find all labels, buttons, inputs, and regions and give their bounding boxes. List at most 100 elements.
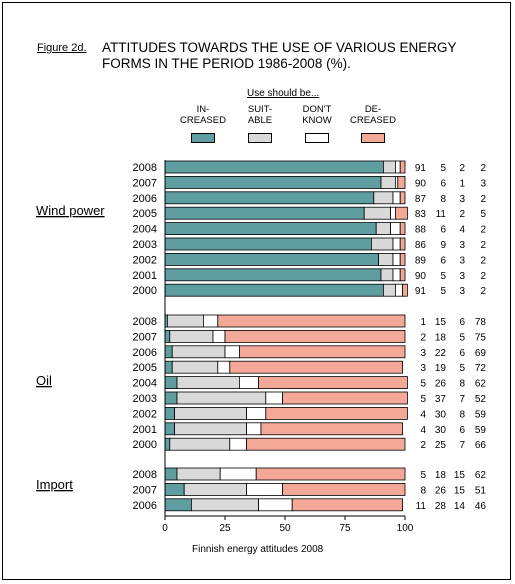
x-tick-label: 100 [397, 523, 414, 534]
bar-segment-dont-know [392, 191, 401, 205]
value-label: 6 [459, 425, 465, 436]
value-label: 30 [435, 409, 447, 420]
value-label: 8 [440, 194, 446, 205]
value-label: 91 [415, 286, 427, 297]
year-label: 2002 [133, 408, 157, 420]
bar-segment-suitable [382, 160, 396, 174]
year-label: 2003 [133, 393, 157, 405]
legend-title: Use should be... [247, 88, 320, 99]
group-label-wind-power: Wind power [36, 203, 105, 218]
value-label: 51 [475, 485, 487, 496]
value-label: 3 [459, 255, 465, 266]
bar-segment-dont-know [246, 482, 284, 496]
bar-segment-dont-know [394, 283, 403, 297]
value-label: 3 [480, 178, 486, 189]
legend-swatch-increased [191, 133, 215, 143]
bar-segment-increased [164, 283, 384, 297]
value-label: 87 [415, 194, 427, 205]
bar-segment-increased [164, 237, 372, 251]
bar-segment-increased [164, 222, 377, 236]
year-label: 2007 [133, 331, 157, 343]
bar-segment-decreased [399, 191, 406, 205]
value-label: 2 [459, 163, 465, 174]
bar-segment-increased [164, 175, 382, 189]
value-label: 90 [415, 178, 427, 189]
group-label-import: Import [36, 477, 73, 492]
bar-segment-dont-know [258, 498, 293, 512]
bar-segment-increased [164, 329, 171, 343]
value-label: 5 [440, 286, 446, 297]
legend-label-increased: IN- CREASED [180, 104, 226, 126]
value-label: 19 [435, 363, 447, 374]
bar-segment-dont-know [229, 437, 248, 451]
bar-segment-dont-know [392, 268, 401, 282]
value-label: 5 [459, 363, 465, 374]
value-label: 91 [415, 163, 427, 174]
bar-segment-increased [164, 160, 384, 174]
value-label: 3 [420, 363, 426, 374]
legend-swatch-decreased [361, 133, 385, 143]
year-label: 2007 [133, 484, 157, 496]
value-label: 1 [459, 178, 465, 189]
bar-segment-decreased [255, 467, 406, 481]
bar-segment-decreased [402, 283, 408, 297]
value-label: 3 [420, 348, 426, 359]
value-label: 15 [454, 470, 466, 481]
bar-segment-increased [164, 376, 178, 390]
value-label: 7 [459, 440, 465, 451]
bar-segment-decreased [399, 222, 406, 236]
bar-segment-increased [164, 206, 365, 220]
value-label: 2 [480, 163, 486, 174]
bar-segment-decreased [291, 498, 404, 512]
value-label: 9 [440, 240, 446, 251]
legend-label-suitable: SUIT- ABLE [247, 104, 273, 126]
legend-label-dont-know: DON'T KNOW [302, 104, 332, 126]
value-label: 52 [475, 394, 487, 405]
value-label: 78 [475, 317, 487, 328]
bar-segment-decreased [399, 268, 406, 282]
value-label: 5 [459, 332, 465, 343]
bar-segment-decreased [282, 391, 408, 405]
bar-segment-dont-know [217, 360, 231, 374]
legend-swatch-suitable [248, 133, 272, 143]
bar-segment-decreased [399, 252, 406, 266]
value-label: 18 [435, 332, 447, 343]
bar-segment-decreased [217, 314, 406, 328]
bar-segment-dont-know [238, 376, 259, 390]
value-label: 4 [420, 425, 426, 436]
value-label: 11 [436, 209, 447, 220]
year-label: 2004 [133, 378, 157, 390]
value-label: 6 [440, 225, 446, 236]
bar-segment-suitable [375, 222, 392, 236]
value-label: 22 [435, 348, 447, 359]
bar-segment-suitable [169, 437, 231, 451]
bar-segment-dont-know [202, 314, 219, 328]
bar-segment-decreased [397, 175, 406, 189]
bar-segment-suitable [174, 422, 248, 436]
value-label: 46 [475, 501, 487, 512]
bar-segment-decreased [246, 437, 406, 451]
value-label: 2 [480, 194, 486, 205]
bar-segment-suitable [176, 391, 267, 405]
value-label: 15 [454, 485, 466, 496]
group-label-oil: Oil [36, 373, 52, 388]
x-tick-label: 75 [339, 523, 351, 534]
bar-segment-decreased [258, 376, 408, 390]
bar-segment-dont-know [212, 329, 226, 343]
bar-segment-increased [164, 268, 382, 282]
value-label: 4 [420, 409, 426, 420]
chart-title-line-1: ATTITUDES TOWARDS THE USE OF VARIOUS ENE… [102, 40, 457, 55]
value-label: 26 [435, 379, 447, 390]
bar-segment-increased [164, 191, 375, 205]
bar-segment-decreased [224, 329, 406, 343]
bar-segment-suitable [363, 206, 392, 220]
year-label: 2001 [133, 424, 157, 436]
value-label: 3 [459, 271, 465, 282]
value-label: 90 [415, 271, 427, 282]
value-label: 5 [440, 271, 446, 282]
value-label: 5 [480, 209, 486, 220]
value-label: 14 [454, 501, 466, 512]
bar-segment-decreased [265, 406, 408, 420]
year-label: 2006 [133, 193, 157, 205]
year-label: 2008 [133, 469, 157, 481]
